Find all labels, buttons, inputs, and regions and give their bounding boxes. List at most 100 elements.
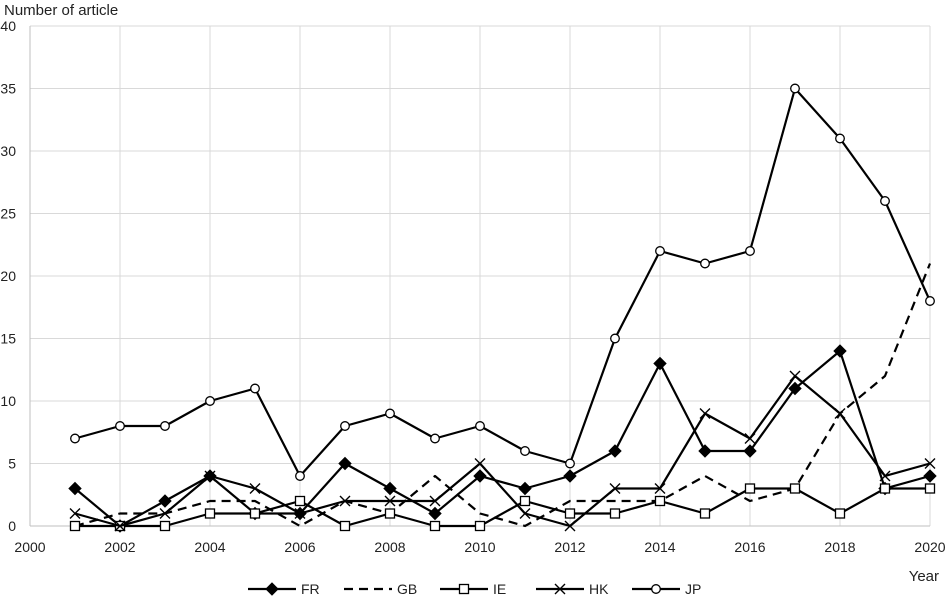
data-point-jp: [655, 246, 665, 256]
x-tick-label: 2006: [284, 539, 315, 555]
series-jp: [70, 83, 935, 481]
data-point-ie: [474, 520, 486, 532]
y-tick-label: 0: [8, 518, 16, 534]
data-point-jp: [790, 83, 800, 94]
data-point-hk: [699, 408, 711, 419]
legend-label-hk: HK: [589, 581, 609, 596]
y-tick-label: 35: [0, 81, 16, 97]
x-tick-label: 2004: [194, 539, 225, 555]
data-point-ie: [429, 520, 441, 532]
data-point-fr: [788, 381, 802, 396]
grid: [30, 25, 931, 526]
data-point-ie: [69, 520, 81, 532]
data-point-hk: [69, 508, 81, 519]
data-point-ie: [249, 508, 261, 519]
data-point-hk: [384, 495, 396, 507]
data-point-fr: [383, 481, 397, 496]
data-point-ie: [564, 508, 576, 519]
data-point-hk: [834, 408, 846, 419]
series-line-gb: [74, 263, 932, 528]
x-tick-label: 2020: [914, 539, 945, 555]
data-point-fr: [923, 469, 937, 483]
data-point-jp: [70, 433, 80, 444]
data-point-jp: [385, 408, 395, 419]
data-point-hk: [204, 470, 216, 482]
data-point-hk: [924, 458, 936, 469]
data-point-fr: [653, 356, 667, 371]
data-point-ie: [924, 483, 936, 494]
y-axis-title: Number of article: [4, 2, 118, 19]
legend-label-gb: GB: [397, 581, 417, 596]
x-tick-label: 2018: [824, 539, 855, 555]
y-tick-label: 25: [0, 206, 16, 222]
data-point-jp: [700, 258, 710, 269]
legend-label-ie: IE: [493, 581, 506, 596]
data-point-ie: [519, 495, 531, 507]
data-point-fr: [473, 469, 487, 483]
data-point-hk: [294, 508, 306, 519]
data-point-jp: [475, 421, 485, 431]
data-point-fr: [698, 444, 712, 458]
data-point-jp: [295, 471, 305, 481]
data-point-fr: [608, 444, 622, 458]
legend-label-fr: FR: [301, 581, 320, 596]
x-tick-label: 2000: [14, 539, 45, 555]
data-point-hk: [609, 483, 621, 494]
legend-item-fr: FR: [248, 581, 320, 597]
data-point-ie: [609, 508, 621, 519]
x-tick-label: 2014: [644, 539, 675, 555]
data-point-fr: [338, 456, 352, 471]
data-point-jp: [205, 396, 215, 406]
data-point-jp: [520, 446, 530, 456]
data-point-jp: [115, 421, 125, 431]
x-tick-label: 2008: [374, 539, 405, 555]
series-layer: [68, 83, 937, 533]
x-axis-title: Year: [909, 568, 939, 585]
data-point-ie: [834, 508, 846, 519]
series-line-ie: [75, 487, 930, 528]
data-point-hk: [564, 520, 576, 532]
data-point-hk: [879, 470, 891, 482]
series-hk: [69, 370, 936, 532]
legend-label-jp: JP: [685, 581, 701, 596]
y-tick-label: 15: [0, 331, 16, 347]
data-point-ie: [744, 483, 756, 494]
data-point-ie: [294, 495, 306, 507]
data-point-fr: [68, 481, 82, 496]
data-point-hk: [789, 370, 801, 382]
data-point-hk: [654, 483, 666, 494]
legend-marker-ie: [458, 583, 470, 595]
y-tick-label: 10: [0, 393, 16, 409]
x-tick-label: 2012: [554, 539, 585, 555]
x-tick-label: 2016: [734, 539, 765, 555]
series-line-hk: [74, 374, 931, 528]
data-point-fr: [518, 481, 532, 496]
data-point-ie: [879, 483, 891, 494]
legend-item-jp: JP: [632, 581, 701, 597]
legend-item-hk: HK: [536, 581, 609, 597]
data-point-jp: [925, 296, 935, 306]
data-point-jp: [250, 383, 260, 394]
data-point-jp: [880, 196, 890, 206]
data-point-jp: [610, 333, 620, 344]
y-tick-label: 30: [0, 143, 16, 159]
data-point-fr: [833, 344, 847, 358]
data-point-jp: [565, 458, 575, 469]
legend-item-ie: IE: [440, 581, 506, 597]
data-point-hk: [339, 495, 351, 507]
data-point-fr: [428, 506, 442, 521]
data-point-jp: [835, 133, 845, 144]
data-point-hk: [429, 495, 441, 507]
data-point-fr: [563, 469, 577, 483]
data-point-ie: [339, 520, 351, 532]
data-point-ie: [204, 508, 216, 519]
data-point-hk: [519, 508, 531, 519]
series-gb: [74, 263, 932, 528]
tick-labels: 0 5 10 15 20 25 30 35 40 2000 2002 2004 2006 2008 2010…: [0, 18, 945, 555]
legend-marker-hk: [554, 583, 566, 595]
data-point-hk: [744, 433, 756, 444]
data-point-fr: [158, 494, 172, 508]
legend-marker-fr: [265, 582, 279, 596]
